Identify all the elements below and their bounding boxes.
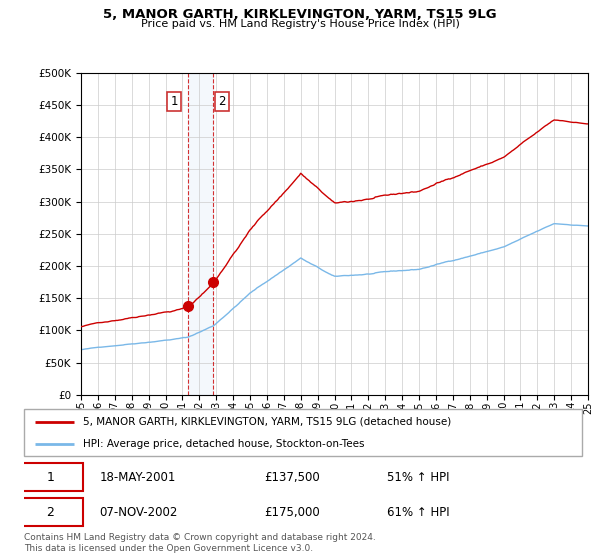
FancyBboxPatch shape bbox=[19, 498, 83, 526]
Text: 18-MAY-2001: 18-MAY-2001 bbox=[100, 470, 176, 483]
Text: 2: 2 bbox=[47, 506, 55, 519]
Text: 61% ↑ HPI: 61% ↑ HPI bbox=[387, 506, 449, 519]
Text: 1: 1 bbox=[47, 470, 55, 483]
Text: 51% ↑ HPI: 51% ↑ HPI bbox=[387, 470, 449, 483]
FancyBboxPatch shape bbox=[24, 409, 582, 456]
Bar bbox=[188, 73, 214, 395]
Text: HPI: Average price, detached house, Stockton-on-Tees: HPI: Average price, detached house, Stoc… bbox=[83, 438, 364, 449]
FancyBboxPatch shape bbox=[19, 463, 83, 492]
Text: £175,000: £175,000 bbox=[264, 506, 320, 519]
Text: Price paid vs. HM Land Registry's House Price Index (HPI): Price paid vs. HM Land Registry's House … bbox=[140, 19, 460, 29]
Text: 1: 1 bbox=[170, 95, 178, 108]
Text: 07-NOV-2002: 07-NOV-2002 bbox=[100, 506, 178, 519]
Text: Contains HM Land Registry data © Crown copyright and database right 2024.
This d: Contains HM Land Registry data © Crown c… bbox=[24, 533, 376, 553]
Text: 5, MANOR GARTH, KIRKLEVINGTON, YARM, TS15 9LG (detached house): 5, MANOR GARTH, KIRKLEVINGTON, YARM, TS1… bbox=[83, 417, 451, 427]
Text: £137,500: £137,500 bbox=[264, 470, 320, 483]
Text: 2: 2 bbox=[218, 95, 226, 108]
Text: 5, MANOR GARTH, KIRKLEVINGTON, YARM, TS15 9LG: 5, MANOR GARTH, KIRKLEVINGTON, YARM, TS1… bbox=[103, 8, 497, 21]
